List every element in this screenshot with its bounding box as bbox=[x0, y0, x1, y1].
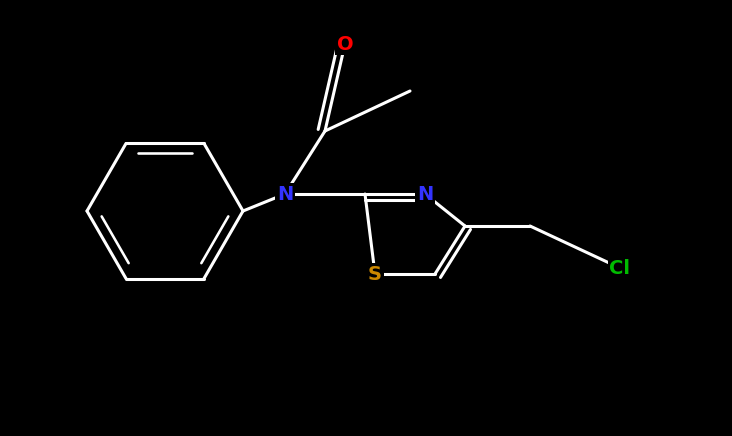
Text: O: O bbox=[337, 34, 354, 54]
Text: N: N bbox=[417, 184, 433, 204]
Text: S: S bbox=[368, 265, 382, 283]
Text: Cl: Cl bbox=[610, 259, 630, 277]
Text: N: N bbox=[277, 184, 293, 204]
